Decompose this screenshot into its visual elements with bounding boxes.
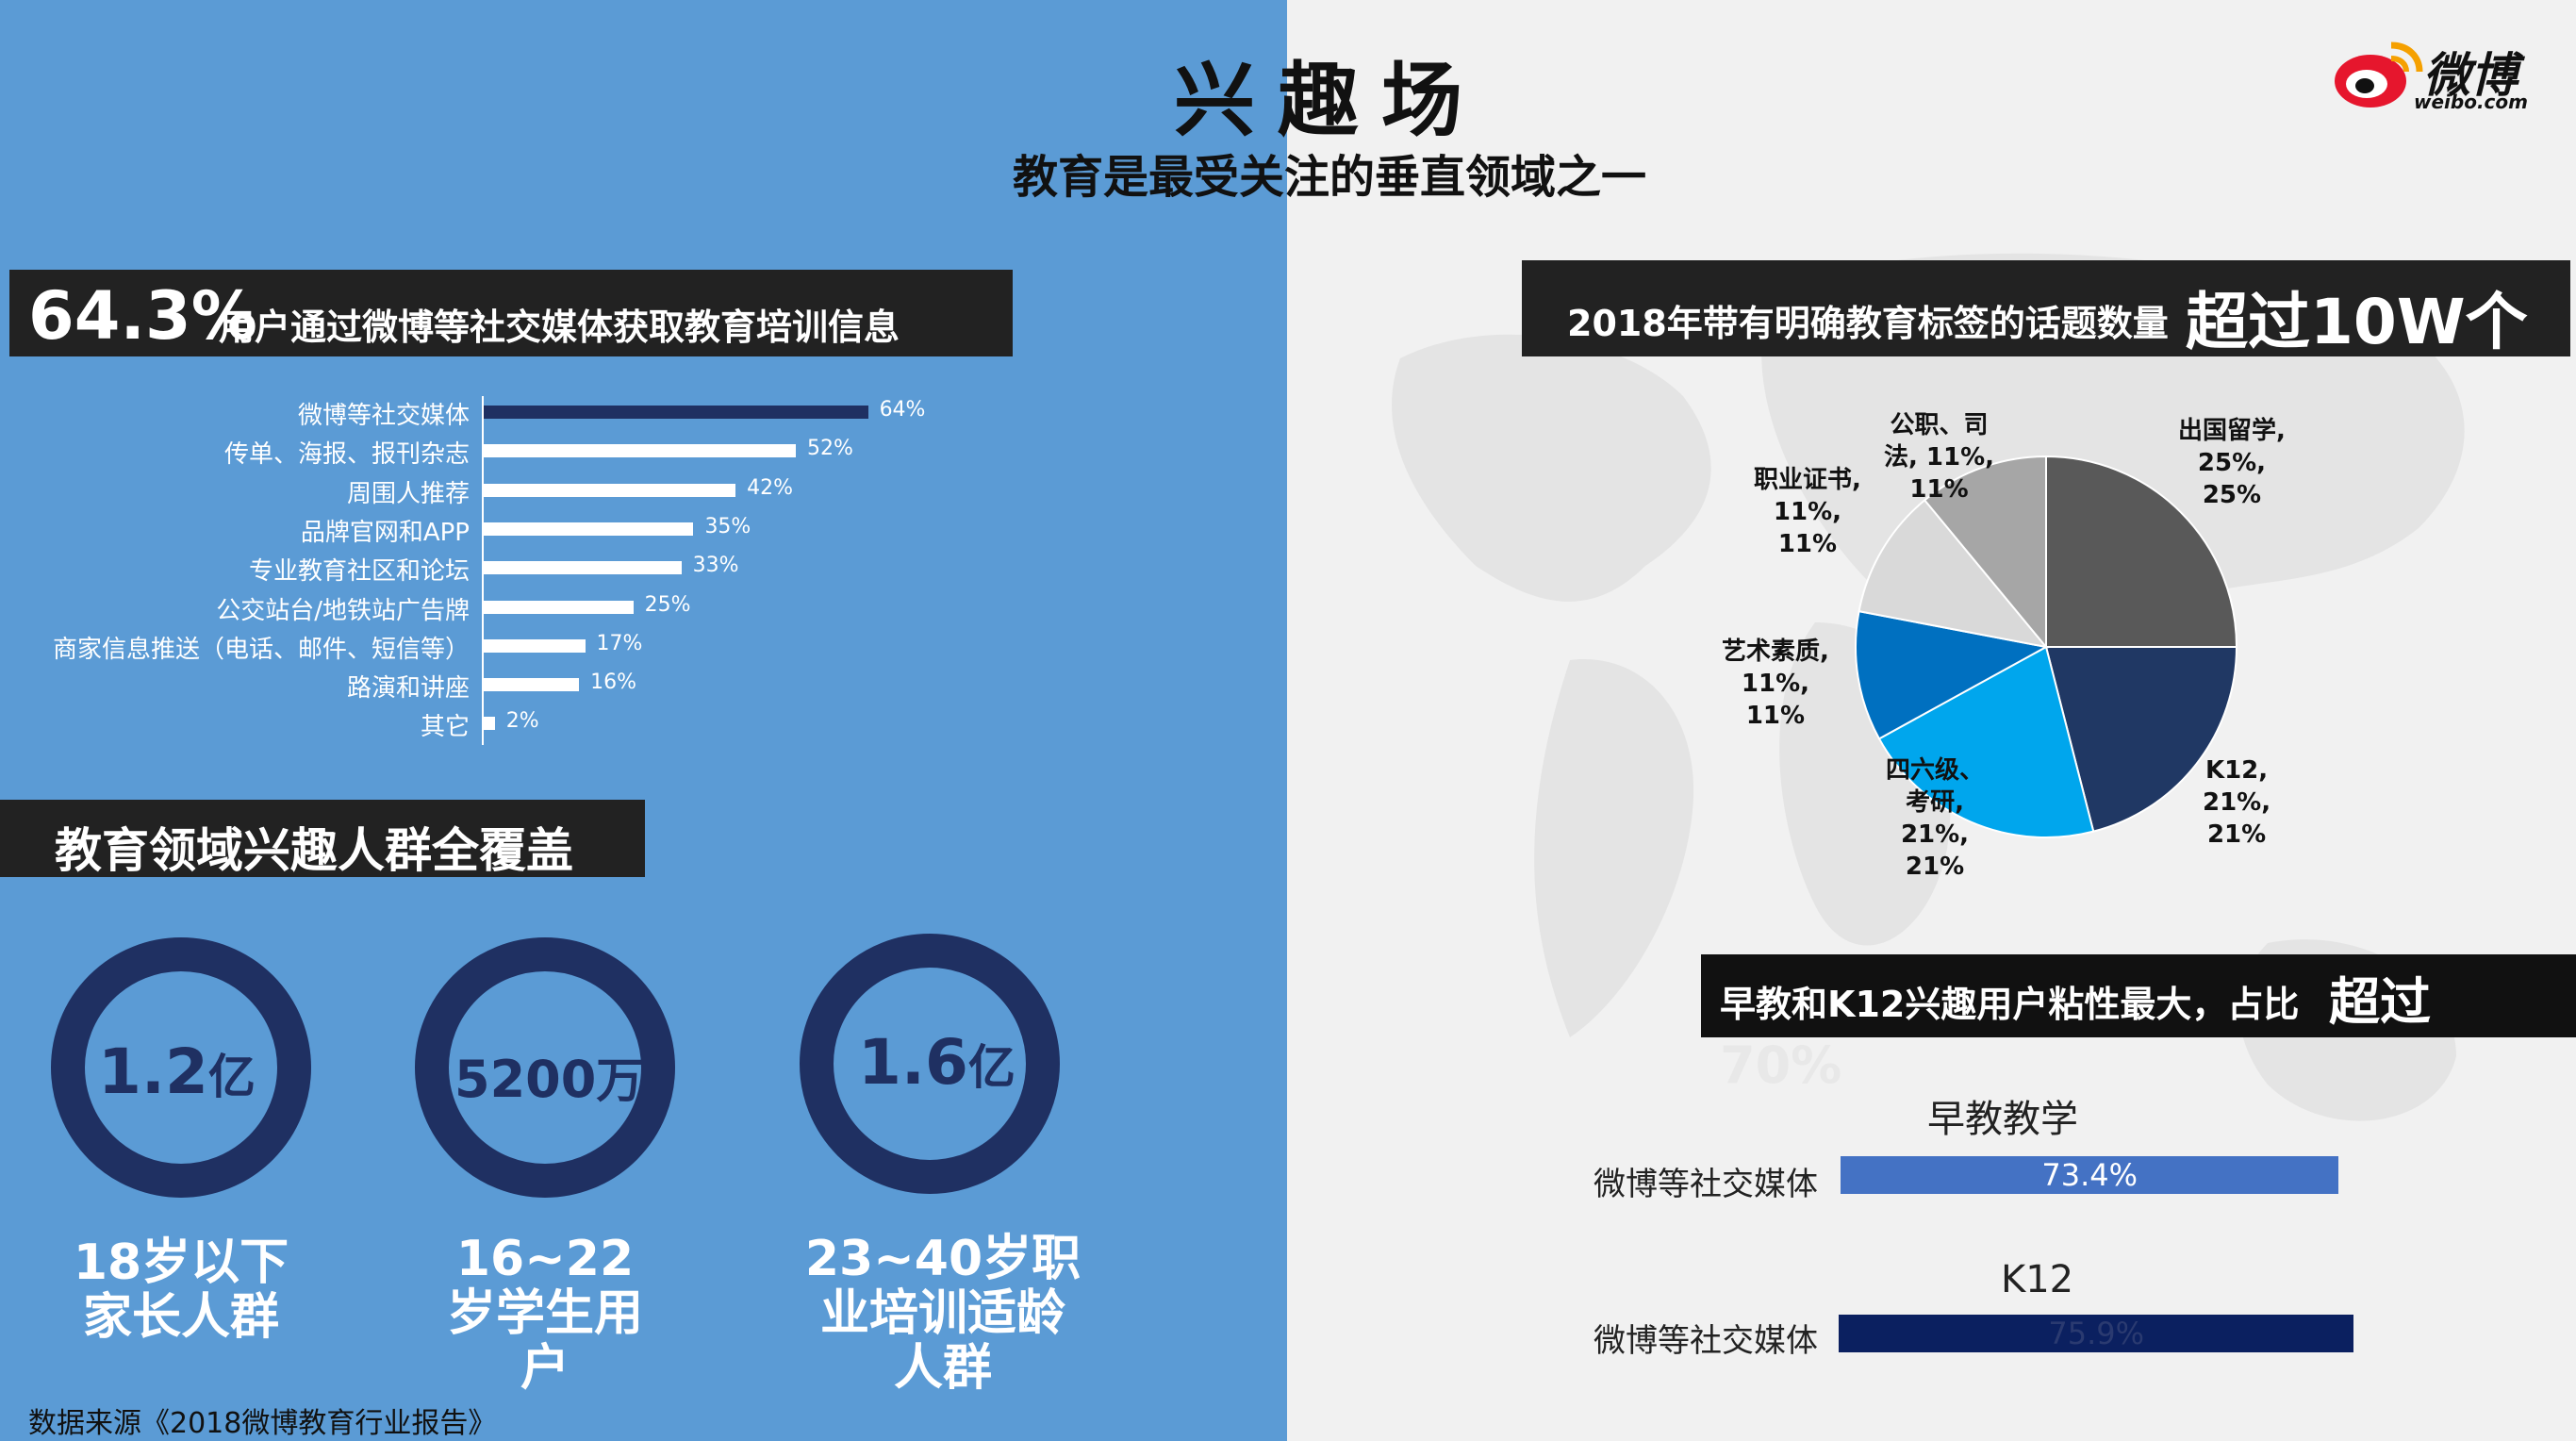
channel-bar <box>483 444 796 458</box>
channel-bar <box>483 406 868 419</box>
stickiness-banner: 早教和K12兴趣用户粘性最大，占比 超过 70% <box>1701 954 2576 1095</box>
channel-banner-percent: 64.3% <box>28 277 257 355</box>
pie-slice-label: 职业证书, 11%, 11% <box>1754 466 1861 558</box>
audience-caption-students: 16~22 岁学生用 户 <box>446 1231 643 1397</box>
audience-caption-minors: 18岁以下 家长人群 <box>73 1234 289 1346</box>
channel-bar-label: 微博等社交媒体 <box>297 402 470 430</box>
early-education-title: 早教教学 <box>1927 1098 2078 1141</box>
channel-bar-label: 商家信息推送（电话、邮件、短信等） <box>52 635 470 664</box>
channel-chart-axis <box>482 396 484 745</box>
pie-slice <box>2045 455 2238 648</box>
k12-title: K12 <box>2001 1258 2074 1301</box>
pie-slice-label: K12, 21%, 21% <box>2203 756 2271 849</box>
pie-slice-label: 四六级、 考研, 21%, 21% <box>1886 756 1985 881</box>
data-source-note: 数据来源《2018微博教育行业报告》 <box>28 1407 497 1440</box>
channel-bar-label: 周围人推荐 <box>346 479 470 508</box>
channel-bar <box>483 717 495 731</box>
topic-pie-chart <box>1855 455 2238 838</box>
channel-banner-text: 用户通过微博等社交媒体获取教育培训信息 <box>219 306 900 348</box>
channel-bar-label: 品牌官网和APP <box>300 518 470 547</box>
weibo-logo-text: 微博 <box>2423 48 2518 103</box>
channel-bar-value: 25% <box>644 592 691 617</box>
k12-bar <box>1839 1315 2354 1352</box>
channel-bar-value: 52% <box>806 437 853 461</box>
audience-number-students: 5200万 <box>454 1050 644 1109</box>
audience-ring-professionals <box>800 934 1060 1194</box>
pie-slice-label: 出国留学, 25%, 25% <box>2178 417 2286 509</box>
audience-banner: 教育领域兴趣人群全覆盖 <box>0 800 645 877</box>
weibo-logo-url: weibo.com <box>2414 91 2528 113</box>
pie-slice-label: 公职、司 法, 11%, 11% <box>1884 411 1995 504</box>
channel-bar-label: 路演和讲座 <box>346 674 470 704</box>
left-panel-background <box>0 0 1287 1441</box>
early-education-row-label: 微博等社交媒体 <box>1593 1166 1818 1203</box>
channel-bar <box>483 678 580 692</box>
pie-slice <box>1877 645 2095 838</box>
audience-rings <box>51 934 1060 1198</box>
channel-bar-value: 16% <box>590 671 637 695</box>
audience-caption-professionals: 23~40岁职 业培训适龄 人群 <box>804 1231 1082 1397</box>
topics-banner-highlight: 超过10W个 <box>2186 286 2528 356</box>
pie-slice-label: 艺术素质, 11%, 11% <box>1722 638 1829 730</box>
page-subtitle: 教育是最受关注的垂直领域之一 <box>1012 151 1646 204</box>
k12-value: 75.9% <box>2048 1316 2145 1351</box>
audience-number-minors: 1.2亿 <box>98 1035 256 1108</box>
audience-banner-text: 教育领域兴趣人群全覆盖 <box>55 823 573 877</box>
early-education-bar <box>1841 1156 2339 1194</box>
channel-bar-label: 其它 <box>420 713 470 742</box>
stickiness-banner-highlight: 超过 <box>2329 972 2431 1032</box>
channel-bar-value: 42% <box>747 475 794 500</box>
channel-bar <box>483 600 634 614</box>
k12-row-label: 微博等社交媒体 <box>1593 1322 1818 1360</box>
stickiness-banner-percent: 70% <box>1720 1035 1842 1095</box>
channel-bar-value: 64% <box>879 398 926 422</box>
pie-slice <box>1858 498 2049 649</box>
channel-bar <box>483 483 736 497</box>
topics-banner: 2018年带有明确教育标签的话题数量 超过10W个 <box>1522 260 2570 356</box>
channel-bar <box>483 638 586 653</box>
audience-ring-minors <box>51 937 311 1198</box>
channel-bar-label: 专业教育社区和论坛 <box>248 557 470 587</box>
channel-bar-value: 35% <box>704 514 751 538</box>
channel-bar-label: 传单、海报、报刊杂志 <box>223 440 470 470</box>
pie-slice <box>1923 455 2047 650</box>
audience-number-professionals: 1.6亿 <box>858 1026 1016 1099</box>
channel-banner: 64.3% 用户通过微博等社交媒体获取教育培训信息 <box>9 270 1013 356</box>
channel-bar-value: 17% <box>596 631 643 655</box>
audience-ring-students <box>415 937 675 1198</box>
channel-bar-value: 33% <box>692 554 739 578</box>
page-title: 兴趣场 <box>1174 54 1485 148</box>
channel-bar-value: 2% <box>505 709 539 734</box>
channel-bar <box>483 561 682 575</box>
weibo-logo-icon <box>2335 41 2423 108</box>
topics-banner-text: 2018年带有明确教育标签的话题数量 <box>1567 303 2169 344</box>
early-education-value: 73.4% <box>2041 1157 2138 1193</box>
pie-slice <box>1855 609 2049 740</box>
stickiness-banner-text: 早教和K12兴趣用户粘性最大，占比 <box>1720 984 2300 1025</box>
pie-slice <box>2044 646 2238 833</box>
channel-bar-label: 公交站台/地铁站广告牌 <box>216 596 470 625</box>
channel-bar <box>483 522 694 536</box>
